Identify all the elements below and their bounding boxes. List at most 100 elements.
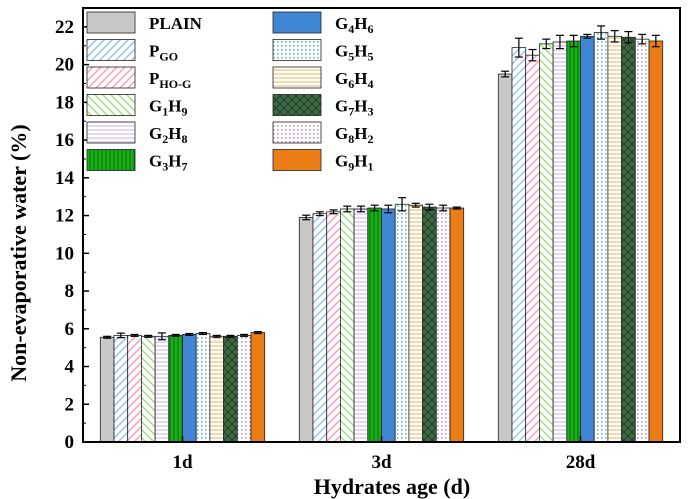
legend-label: G2H8 <box>149 124 187 146</box>
legend-swatch <box>86 149 136 171</box>
error-bars-layer <box>103 25 660 341</box>
error-bar-G8H2-28d <box>638 33 647 45</box>
legend-swatch <box>272 121 322 144</box>
legend-swatch <box>272 66 322 89</box>
bar-G2H8-28d <box>552 41 568 443</box>
bars-layer <box>99 32 664 443</box>
bar-PLAIN-3d <box>298 217 314 443</box>
bar-G9H1-28d <box>648 40 664 443</box>
bar-G4H6-28d <box>580 35 595 443</box>
legend-label: G7H3 <box>335 97 373 119</box>
legend-item-G9H1: G9H1 <box>272 149 373 174</box>
y-tick-label: 12 <box>55 206 74 227</box>
y-tick-label: 6 <box>65 319 75 340</box>
legend-item-G2H8: G2H8 <box>86 121 187 146</box>
bar-G7H3-1d <box>223 335 238 443</box>
error-bar-PGO-28d <box>514 37 523 58</box>
x-tick-label: 1d <box>172 452 193 473</box>
bar-PGO-1d <box>113 334 129 443</box>
y-tick-label: 20 <box>55 55 74 76</box>
x-tick-label: 28d <box>566 452 596 473</box>
legend-label: G9H1 <box>335 152 373 174</box>
bar-G7H3-3d <box>422 206 437 443</box>
bar-G1H9-3d <box>339 208 355 443</box>
error-bar-G4H6-3d <box>384 204 393 214</box>
error-bar-G5H5-28d <box>597 25 606 40</box>
legend-swatch <box>272 11 322 34</box>
y-tick-label: 18 <box>55 92 74 113</box>
error-bar-PLAIN-28d <box>501 70 510 78</box>
x-axis: 1d 3d 28d <box>172 436 596 473</box>
y-tick-label: 22 <box>55 17 74 38</box>
bar-PLAIN-1d <box>99 336 115 443</box>
error-bar-G7H3-1d <box>226 334 235 338</box>
error-bar-PLAIN-1d <box>103 335 112 339</box>
legend-label: PLAIN <box>149 14 203 33</box>
legend-swatch <box>272 149 322 171</box>
legend-item-G6H4: G6H4 <box>272 66 373 91</box>
bar-PGO-28d <box>511 47 527 443</box>
bar-G3H7-28d <box>566 40 581 443</box>
bar-G5H5-3d <box>394 203 410 443</box>
bar-G8H2-3d <box>435 207 451 443</box>
error-bar-G6H4-28d <box>610 30 619 43</box>
error-bar-PHO-G-3d <box>329 209 338 215</box>
y-tick-label: 2 <box>65 394 75 415</box>
error-bar-G1H9-1d <box>144 334 153 338</box>
legend-label: PGO <box>149 42 178 64</box>
y-tick-label: 0 <box>65 432 75 453</box>
bar-G6H4-3d <box>408 204 423 443</box>
legend-item-PLAIN: PLAIN <box>86 11 203 34</box>
bar-G8H2-1d <box>236 334 252 443</box>
bar-PHO-G-1d <box>127 334 142 443</box>
error-bar-G3H7-1d <box>171 333 180 337</box>
bar-G1H9-28d <box>539 43 554 443</box>
bar-G4H6-3d <box>381 208 396 443</box>
error-bar-PGO-3d <box>315 211 324 217</box>
bar-G3H7-1d <box>168 334 183 443</box>
legend-item-PGO: PGO <box>86 39 178 64</box>
legend-swatch <box>86 11 136 34</box>
bar-G4H6-1d <box>182 334 197 443</box>
legend-item-G5H5: G5H5 <box>272 39 373 64</box>
legend-label: G6H4 <box>335 69 373 91</box>
bar-G5H5-1d <box>195 333 211 443</box>
legend-item-G7H3: G7H3 <box>272 94 373 119</box>
y-tick-label: 4 <box>65 357 75 378</box>
error-bar-G3H7-3d <box>370 204 379 212</box>
error-bar-G7H3-28d <box>624 30 633 44</box>
error-bar-G1H9-28d <box>542 38 551 50</box>
error-bar-PHO-G-1d <box>130 333 139 337</box>
bar-G2H8-3d <box>353 208 369 443</box>
error-bar-G2H8-3d <box>356 205 365 213</box>
error-bar-G7H3-3d <box>425 203 434 211</box>
error-bar-G3H7-28d <box>569 34 578 48</box>
legend-swatch <box>86 39 136 61</box>
error-bar-G5H5-1d <box>199 331 208 336</box>
legend-swatch <box>86 121 136 144</box>
legend-swatch <box>272 94 322 116</box>
bar-G1H9-1d <box>140 335 156 443</box>
legend-swatch <box>272 39 322 61</box>
legend-item-G1H9: G1H9 <box>86 94 187 119</box>
error-bar-G9H1-1d <box>253 331 262 335</box>
legend-item-G3H7: G3H7 <box>86 149 187 174</box>
error-bar-G8H2-1d <box>240 333 249 337</box>
bar-PHO-G-3d <box>326 211 341 443</box>
x-axis-title: Hydrates age (d) <box>314 474 470 499</box>
legend-label: PHO-G <box>149 69 191 91</box>
bar-G6H4-1d <box>209 335 224 443</box>
error-bar-PGO-1d <box>116 332 125 339</box>
legend-label: G1H9 <box>149 97 187 119</box>
bar-G3H7-3d <box>367 207 382 443</box>
bar-PGO-3d <box>312 213 328 443</box>
error-bar-PLAIN-3d <box>302 214 311 221</box>
error-bar-G5H5-3d <box>398 197 407 212</box>
error-bar-G6H4-3d <box>411 202 420 208</box>
y-axis: 0 2 4 6 8 10 12 14 16 18 20 22 <box>55 7 89 453</box>
bar-PHO-G-28d <box>525 54 540 443</box>
bar-G6H4-28d <box>607 35 623 443</box>
legend-swatch <box>86 94 136 116</box>
bar-PLAIN-28d <box>497 73 513 443</box>
